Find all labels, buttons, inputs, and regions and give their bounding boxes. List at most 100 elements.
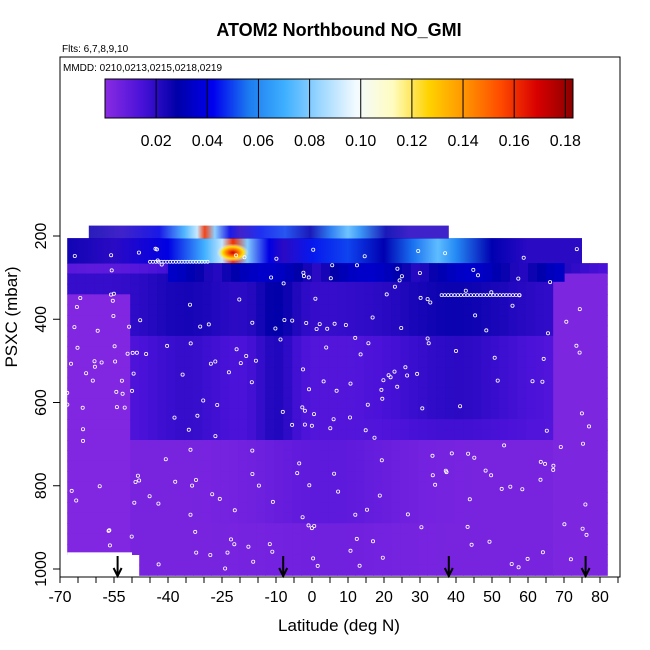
heat-cell (382, 523, 392, 535)
flights-text: Flts: 6,7,8,9,10 (62, 44, 129, 55)
heat-cell (85, 304, 95, 316)
heat-cell (580, 294, 590, 306)
sample-point (92, 364, 97, 369)
heat-cell (256, 367, 266, 379)
heat-cell (319, 512, 329, 524)
heat-cell (256, 471, 266, 483)
heat-cell (373, 294, 383, 306)
heat-cell (202, 502, 212, 514)
heat-cell (589, 492, 599, 503)
heat-cell (166, 387, 176, 399)
heat-cell (598, 481, 608, 493)
sample-point (466, 451, 471, 456)
sample-point (321, 379, 326, 384)
heat-cell (112, 346, 122, 358)
heat-cell (76, 533, 86, 545)
heat-cell (112, 325, 122, 337)
heat-cell (67, 460, 77, 472)
heat-cell (355, 440, 365, 451)
sample-point (135, 473, 140, 478)
heat-cell (247, 408, 257, 420)
heat-cell (553, 294, 563, 306)
heat-cell (175, 408, 185, 420)
heat-cell (472, 533, 482, 545)
heat-cell (535, 387, 545, 399)
heat-cell (157, 387, 167, 399)
heat-cell (202, 294, 212, 306)
heat-cell (274, 325, 284, 337)
heat-cell (211, 419, 221, 431)
heat-cell (103, 294, 113, 306)
heat-cell (76, 419, 86, 431)
heat-cell (544, 564, 554, 576)
heat-cell (553, 440, 563, 451)
heat-cell (256, 481, 266, 493)
heat-cell (481, 419, 491, 431)
heat-cell (240, 263, 250, 282)
heat-cell (418, 367, 428, 379)
heat-cell (337, 492, 347, 503)
heat-cell (265, 335, 275, 347)
sample-point (238, 361, 243, 366)
heat-cell (526, 460, 536, 472)
heat-cell (364, 315, 374, 327)
heat-cell (247, 440, 257, 451)
heat-cell (256, 335, 266, 347)
heat-cell (382, 429, 392, 441)
heat-cell (454, 398, 464, 410)
sample-point (415, 371, 420, 376)
heat-cell (283, 325, 293, 337)
heat-cell (166, 512, 176, 524)
heat-cell (103, 408, 113, 420)
heat-cell (589, 346, 599, 358)
heat-cell (418, 335, 428, 347)
heat-cell (184, 356, 194, 368)
heat-cell (382, 471, 392, 483)
heat-cell (112, 460, 122, 472)
heat-cell (355, 398, 365, 410)
heat-cell (373, 440, 383, 451)
heat-cell (166, 554, 176, 566)
heat-cell (211, 429, 221, 441)
heat-cell (67, 263, 77, 275)
heat-cell (447, 263, 457, 282)
heat-cell (175, 429, 185, 441)
heat-cell (67, 533, 77, 545)
heat-cell (463, 544, 473, 555)
heat-cell (193, 544, 203, 555)
heat-cell (490, 533, 500, 545)
heat-cell (184, 377, 194, 389)
heat-cell (148, 429, 158, 441)
heat-cell (76, 263, 86, 275)
heat-cell (337, 377, 347, 389)
heat-cell (382, 512, 392, 524)
heat-cell (562, 564, 572, 576)
heat-cell (94, 408, 104, 420)
heat-cell (535, 367, 545, 379)
sample-point (399, 325, 404, 330)
heat-cell (535, 346, 545, 358)
heat-cell (238, 492, 248, 503)
heat-cell (382, 440, 392, 451)
sample-point (587, 424, 592, 429)
heat-cell (562, 429, 572, 441)
heat-cell (202, 377, 212, 389)
heat-cell (337, 523, 347, 535)
heat-cell (346, 533, 356, 545)
heat-cell (499, 512, 509, 524)
heat-cell (445, 471, 455, 483)
heat-cell (112, 471, 122, 483)
sample-point (295, 471, 300, 476)
sample-point (147, 494, 152, 499)
sample-point (405, 373, 410, 378)
heat-cell (139, 315, 149, 327)
heat-cell (256, 377, 266, 389)
sample-point (510, 303, 515, 308)
heat-cell (373, 335, 383, 347)
heat-cell (427, 346, 437, 358)
sample-point (302, 408, 307, 413)
sample-point (107, 528, 112, 533)
heat-cell (103, 387, 113, 399)
heat-cell (76, 502, 86, 514)
heat-cell (85, 356, 95, 368)
